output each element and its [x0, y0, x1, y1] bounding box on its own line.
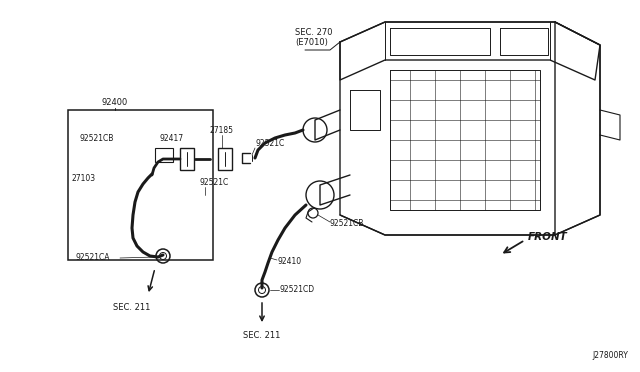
Text: 27103: 27103: [72, 173, 96, 183]
Text: 92410: 92410: [278, 257, 302, 266]
Bar: [180, 148, 194, 170]
Text: 92521CB: 92521CB: [330, 218, 364, 228]
Text: SEC. 211: SEC. 211: [243, 330, 281, 340]
Text: 92400: 92400: [102, 97, 128, 106]
Text: 92417: 92417: [160, 134, 184, 142]
Bar: [68, 110, 213, 260]
Text: FRONT: FRONT: [528, 232, 568, 242]
Text: 92521CD: 92521CD: [280, 285, 315, 295]
Bar: [218, 148, 232, 170]
Text: 27185: 27185: [210, 125, 234, 135]
Text: 92521C: 92521C: [255, 138, 284, 148]
Text: 92521CB: 92521CB: [80, 134, 115, 142]
Text: J27800RY: J27800RY: [592, 351, 628, 360]
Text: 92521C: 92521C: [200, 177, 229, 186]
Text: SEC. 270: SEC. 270: [295, 28, 333, 36]
Bar: [155, 148, 173, 162]
Text: SEC. 211: SEC. 211: [113, 304, 150, 312]
Text: (E7010): (E7010): [295, 38, 328, 46]
Text: 92521CA: 92521CA: [75, 253, 109, 263]
